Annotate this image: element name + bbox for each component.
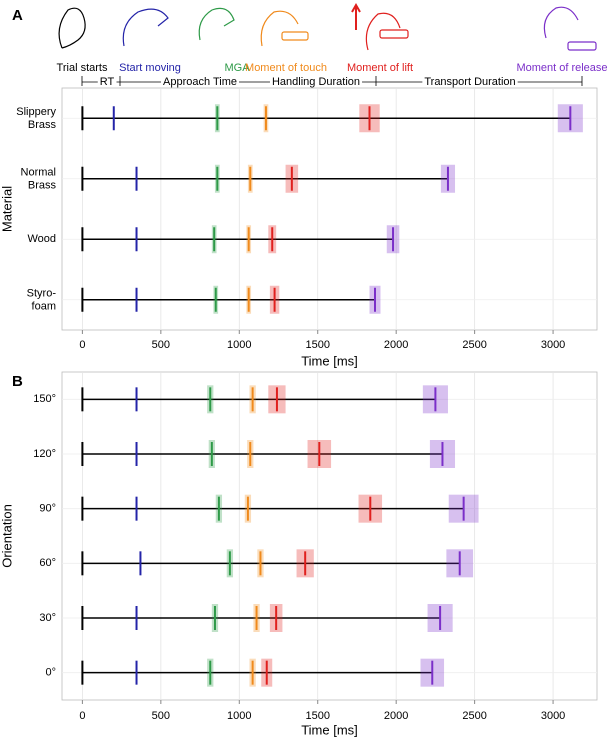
y-tick-label: 120° bbox=[33, 448, 56, 460]
panel-label: A bbox=[12, 7, 23, 24]
plot-area bbox=[61, 371, 598, 701]
phase-label: RT bbox=[100, 76, 115, 88]
y-tick-label: Slippery Brass bbox=[16, 106, 56, 131]
y-tick-label: Styro-foam bbox=[27, 287, 57, 312]
y-tick-label: 60° bbox=[39, 557, 56, 569]
hand-icons bbox=[58, 2, 597, 51]
phase-label: Approach Time bbox=[163, 76, 237, 88]
x-tick-label: 1500 bbox=[305, 710, 329, 722]
x-tick-label: 1500 bbox=[305, 339, 329, 351]
phase-label-bg bbox=[97, 75, 117, 88]
y-tick-label: 90° bbox=[39, 503, 56, 515]
phase-label: Handling Duration bbox=[272, 76, 360, 88]
x-tick-label: 0 bbox=[79, 710, 85, 722]
event-label: MGA bbox=[224, 62, 250, 74]
phase-label-bg bbox=[269, 75, 363, 88]
x-tick-label: 2000 bbox=[384, 710, 408, 722]
x-tick-label: 2500 bbox=[462, 339, 486, 351]
x-tick-label: 2500 bbox=[462, 710, 486, 722]
y-axis-title: Orientation bbox=[0, 504, 14, 568]
y-tick-label: 0° bbox=[45, 667, 56, 679]
x-tick-label: 500 bbox=[152, 710, 170, 722]
x-tick-label: 500 bbox=[152, 339, 170, 351]
x-axis-title: Time [ms] bbox=[301, 722, 358, 737]
y-tick-label: 30° bbox=[39, 612, 56, 624]
x-axis-title: Time [ms] bbox=[301, 353, 358, 368]
x-tick-label: 1000 bbox=[227, 710, 251, 722]
x-tick-label: 0 bbox=[79, 339, 85, 351]
phase-label-bg bbox=[161, 75, 239, 88]
y-axis-title: Material bbox=[0, 186, 14, 232]
x-tick-label: 3000 bbox=[541, 710, 565, 722]
x-tick-label: 2000 bbox=[384, 339, 408, 351]
y-tick-label: Normal Brass bbox=[21, 166, 57, 191]
panel-label: B bbox=[12, 373, 23, 390]
y-tick-label: Wood bbox=[27, 233, 56, 245]
event-label: Start moving bbox=[119, 62, 181, 74]
event-label: Moment of release bbox=[516, 62, 607, 74]
event-label: Trial starts bbox=[57, 62, 108, 74]
phase-label: Transport Duration bbox=[424, 76, 515, 88]
y-tick-label: 150° bbox=[33, 393, 56, 405]
plot-area bbox=[61, 87, 598, 331]
x-tick-label: 1000 bbox=[227, 339, 251, 351]
x-tick-label: 3000 bbox=[541, 339, 565, 351]
phase-label-bg bbox=[422, 75, 518, 88]
event-label: Moment of touch bbox=[245, 62, 327, 74]
event-label: Moment of lift bbox=[347, 62, 413, 74]
